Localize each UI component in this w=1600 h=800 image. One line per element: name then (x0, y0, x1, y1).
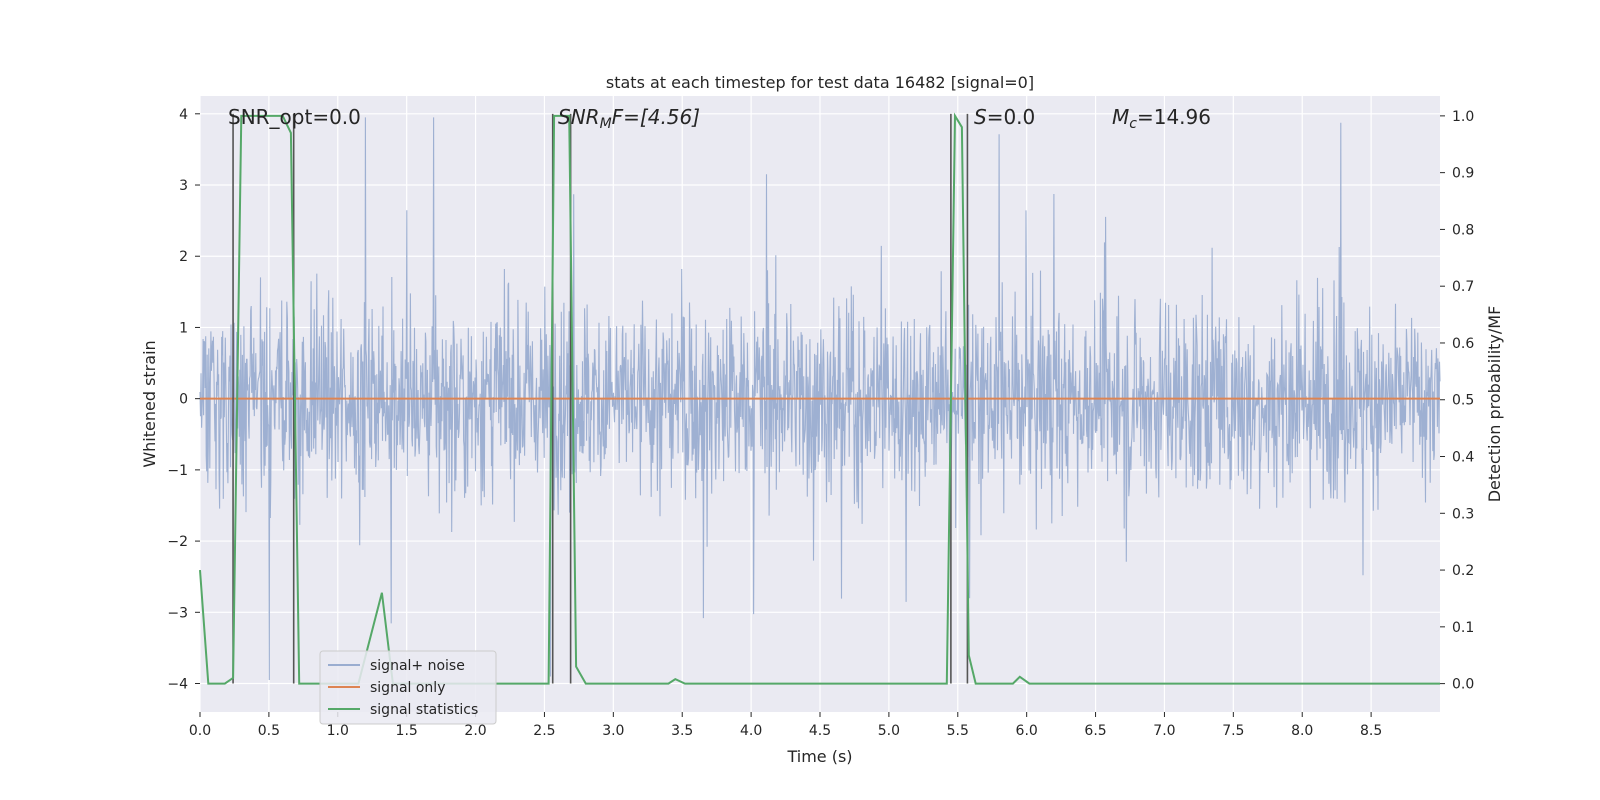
x-tick-label: 8.0 (1291, 723, 1313, 739)
signal-statistics-series (199, 112, 1440, 685)
y-left-tick-label: 4 (179, 107, 188, 123)
s-suffix: =0.0 (987, 105, 1036, 129)
y-right-tick-label: 0.9 (1452, 166, 1474, 182)
y-left-tick-label: 2 (179, 249, 188, 265)
y-right-tick-label: 1.0 (1452, 109, 1474, 125)
y-left-tick-label: −3 (167, 605, 188, 621)
x-tick-label: 1.0 (327, 723, 349, 739)
x-axis-label: Time (s) (786, 747, 852, 766)
y-left-tick-label: 0 (179, 392, 188, 408)
y-axis-left-label: Whitened strain (140, 340, 159, 467)
y-axis-right-label: Detection probability/MF (1485, 306, 1504, 503)
y-right-tick-label: 0.7 (1452, 279, 1474, 295)
y-right-tick-label: 0.1 (1452, 620, 1474, 636)
snr-mf-prefix: SNR (558, 105, 600, 129)
x-tick-label: 2.0 (464, 723, 486, 739)
y-left-tick-label: 1 (179, 320, 188, 336)
x-tick-label: 0.5 (258, 723, 280, 739)
annotation-s: S=0.0 (974, 105, 1035, 129)
y-left-tick-label: −2 (167, 534, 188, 550)
mc-suffix: =14.96 (1137, 105, 1211, 129)
mc-prefix: M (1112, 105, 1129, 129)
x-tick-label: 5.0 (878, 723, 900, 739)
x-tick-label: 6.5 (1084, 723, 1106, 739)
y-right-tick-label: 0.6 (1452, 336, 1474, 352)
s-prefix: S (974, 105, 987, 129)
annotation-mc: Mc=14.96 (1112, 105, 1211, 132)
snr-mf-suffix: F=[4.56] (612, 105, 700, 129)
y-right-tick-label: 0.3 (1452, 506, 1474, 522)
x-tick-label: 3.0 (602, 723, 624, 739)
legend-label-stats: signal statistics (370, 702, 478, 718)
x-tick-label: 7.0 (1153, 723, 1175, 739)
y-right-tick-label: 0.0 (1452, 677, 1474, 693)
x-tick-label: 3.5 (671, 723, 693, 739)
x-tick-label: 6.0 (1016, 723, 1038, 739)
legend: signal+ noise signal only signal statist… (319, 650, 497, 725)
annotation-snr-mf: SNRMF=[4.56] (558, 105, 700, 132)
y-axis-left-ticks: −4 −3 −2 −1 0 1 2 3 4 (167, 107, 200, 693)
legend-box (319, 650, 497, 725)
y-right-tick-label: 0.2 (1452, 563, 1474, 579)
x-tick-label: 1.5 (396, 723, 418, 739)
y-right-tick-label: 0.8 (1452, 222, 1474, 238)
x-tick-label: 8.5 (1360, 723, 1382, 739)
x-tick-label: 4.5 (809, 723, 831, 739)
y-left-tick-label: −1 (167, 463, 188, 479)
y-axis-right-ticks: 0.0 0.1 0.2 0.3 0.4 0.5 0.6 0.7 0.8 0.9 1.0 (1440, 109, 1474, 693)
chart-title: stats at each timestep for test data 164… (606, 73, 1034, 92)
legend-label-noise: signal+ noise (370, 658, 465, 674)
y-left-tick-label: 3 (179, 178, 188, 194)
x-tick-label: 5.5 (947, 723, 969, 739)
y-right-tick-label: 0.4 (1452, 450, 1474, 466)
x-tick-label: 2.5 (533, 723, 555, 739)
snr-mf-sub: M (600, 116, 612, 132)
y-left-tick-label: −4 (167, 677, 188, 693)
y-right-tick-label: 0.5 (1452, 393, 1474, 409)
mc-sub: c (1129, 116, 1137, 132)
x-tick-label: 0.0 (189, 723, 211, 739)
annotation-snr-opt: SNR_opt=0.0 (228, 105, 361, 129)
x-axis-ticks: 0.0 0.5 1.0 1.5 2.0 2.5 3.0 3.5 4.0 4.5 5.0 5.5 6.0 6… (189, 712, 1382, 739)
legend-label-signal: signal only (370, 680, 445, 696)
x-tick-label: 4.0 (740, 723, 762, 739)
x-tick-label: 7.5 (1222, 723, 1244, 739)
